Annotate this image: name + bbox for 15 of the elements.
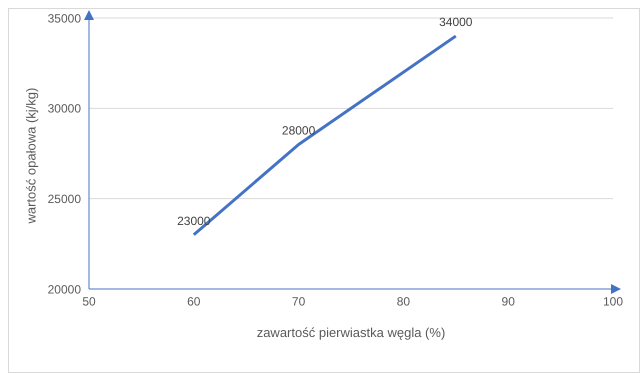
y-tick-label: 30000 — [48, 102, 82, 116]
x-tick-label: 90 — [502, 294, 516, 309]
x-tick-label: 100 — [602, 294, 624, 309]
x-axis-title: zawartość pierwiastka węgla (%) — [256, 325, 446, 340]
y-axis-title: wartość opałowa (kj/kg) — [24, 88, 39, 224]
y-tick-label: 25000 — [48, 192, 82, 206]
data-label: 23000 — [177, 214, 211, 228]
y-tick-label: 20000 — [48, 282, 82, 296]
data-label: 28000 — [282, 123, 316, 138]
data-label: 34000 — [439, 15, 473, 30]
x-tick-label: 60 — [187, 294, 201, 309]
x-tick-label: 80 — [396, 294, 410, 309]
x-tick-label: 70 — [292, 294, 306, 309]
x-tick-label: 50 — [82, 294, 96, 309]
y-tick-label: 35000 — [48, 11, 82, 26]
